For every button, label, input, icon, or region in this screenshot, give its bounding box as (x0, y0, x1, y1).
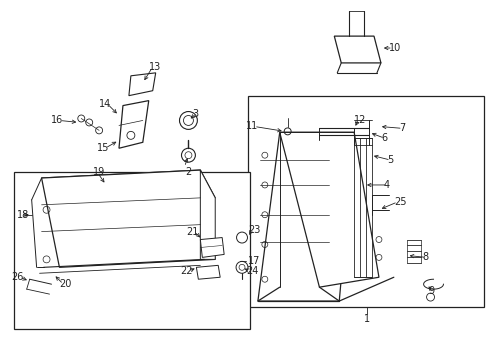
Text: 21: 21 (185, 226, 198, 237)
Text: 13: 13 (148, 62, 161, 72)
Text: 19: 19 (93, 167, 105, 177)
Text: 17: 17 (247, 256, 260, 266)
Text: 26: 26 (11, 272, 24, 282)
Text: 14: 14 (99, 99, 111, 109)
Text: 4: 4 (383, 180, 389, 190)
Polygon shape (200, 238, 224, 257)
Polygon shape (119, 100, 148, 148)
Polygon shape (41, 170, 215, 208)
Text: 8: 8 (422, 252, 428, 262)
Text: 11: 11 (245, 121, 257, 131)
Text: 5: 5 (386, 155, 392, 165)
Text: 3: 3 (192, 108, 198, 118)
Polygon shape (200, 170, 215, 260)
Text: 15: 15 (97, 143, 109, 153)
Polygon shape (41, 170, 215, 267)
Polygon shape (257, 132, 353, 301)
Polygon shape (334, 36, 380, 63)
Text: 18: 18 (17, 210, 29, 220)
Text: 6: 6 (380, 133, 386, 143)
Bar (14, 172, 249, 329)
Text: 25: 25 (393, 197, 406, 207)
Text: 16: 16 (51, 116, 63, 126)
Polygon shape (279, 132, 378, 287)
Text: 2: 2 (185, 167, 191, 177)
Text: 7: 7 (398, 123, 404, 134)
Polygon shape (129, 73, 155, 96)
Polygon shape (196, 265, 220, 279)
Text: 20: 20 (60, 279, 72, 289)
Text: 9: 9 (427, 286, 434, 296)
Bar (247, 96, 483, 307)
Text: 22: 22 (180, 266, 192, 276)
Text: 10: 10 (388, 43, 400, 53)
Text: 1: 1 (363, 314, 369, 324)
Text: 23: 23 (247, 225, 260, 235)
Text: 12: 12 (353, 116, 366, 126)
Text: 24: 24 (245, 266, 258, 276)
